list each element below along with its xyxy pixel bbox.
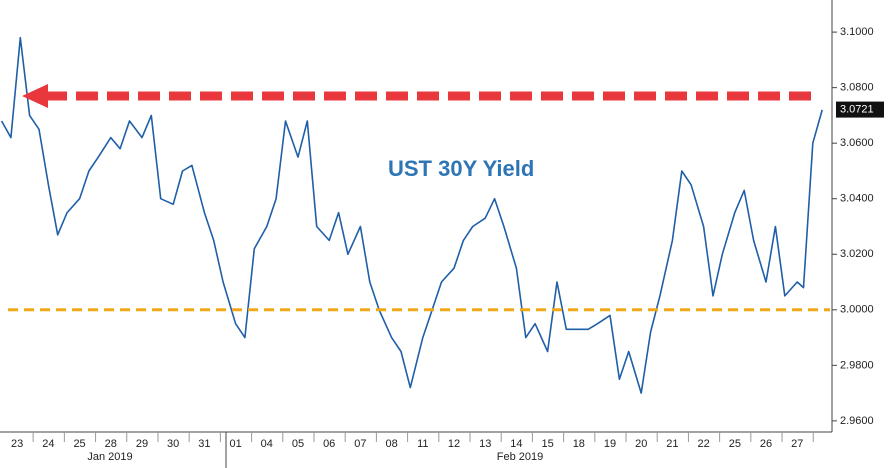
current-value-label: 3.0721 [840, 103, 874, 115]
y-tick-label: 3.0400 [840, 193, 874, 205]
y-tick-label: 3.0000 [840, 304, 874, 316]
y-tick-label: 3.0800 [840, 82, 874, 94]
x-tick-label: 15 [541, 438, 553, 450]
x-tick-label: 08 [385, 438, 397, 450]
x-tick-label: 20 [635, 438, 647, 450]
x-tick-label: 25 [729, 438, 741, 450]
x-tick-label: 29 [136, 438, 148, 450]
y-tick-label: 2.9800 [840, 359, 874, 371]
current-value-box [836, 101, 884, 118]
x-tick-label: 22 [698, 438, 710, 450]
month-label: Jan 2019 [87, 451, 132, 463]
x-tick-label: 21 [666, 438, 678, 450]
x-tick-label: 14 [510, 438, 522, 450]
y-tick-label: 3.0600 [840, 137, 874, 149]
month-label: Feb 2019 [497, 451, 543, 463]
x-tick-label: 19 [604, 438, 616, 450]
x-tick-label: 18 [573, 438, 585, 450]
annotation: UST 30Y Yield [388, 156, 534, 181]
x-tick-label: 01 [229, 438, 241, 450]
x-tick-label: 05 [292, 438, 304, 450]
x-tick-label: 25 [73, 438, 85, 450]
x-tick-label: 24 [42, 438, 54, 450]
x-tick-label: 06 [323, 438, 335, 450]
x-tick-label: 11 [417, 438, 428, 450]
x-tick-label: 04 [261, 438, 273, 450]
y-tick-label: 3.0200 [840, 248, 874, 260]
y-tick-label: 2.9600 [840, 415, 874, 427]
x-tick-label: 27 [791, 438, 803, 450]
x-tick-label: 28 [105, 438, 117, 450]
x-tick-label: 31 [198, 438, 210, 450]
x-tick-label: 07 [354, 438, 366, 450]
x-tick-label: 13 [479, 438, 491, 450]
yield-line [0, 36, 823, 394]
x-tick-label: 12 [448, 438, 460, 450]
x-tick-label: 26 [760, 438, 772, 450]
y-tick-label: 3.1000 [840, 26, 874, 38]
x-tick-label: 23 [11, 438, 23, 450]
x-tick-label: 30 [167, 438, 179, 450]
arrow-head [22, 83, 48, 108]
